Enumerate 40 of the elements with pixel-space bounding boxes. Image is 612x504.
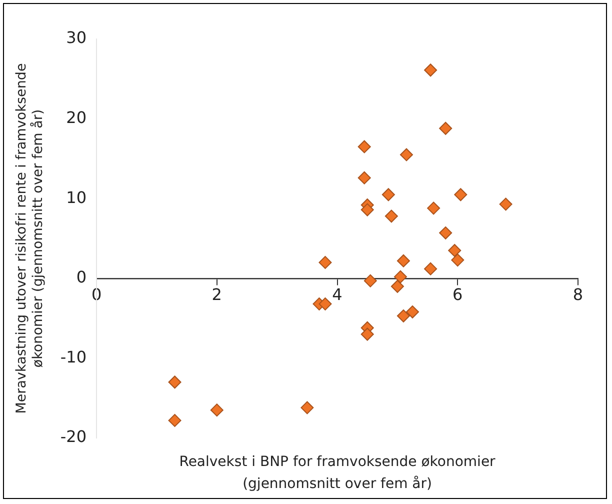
point (358, 171, 371, 184)
x-tick-label: 8 (572, 285, 584, 304)
point (168, 414, 182, 427)
y-tick-label: 0 (76, 268, 87, 287)
point (168, 376, 182, 389)
point (394, 270, 407, 284)
x-axis-title: Realvekst i BNP for framvoksende økonomier (gjennomsnitt over fem år) (179, 454, 496, 492)
point (210, 404, 224, 417)
point (439, 122, 452, 135)
point (382, 188, 395, 202)
x-tick-label: 2 (212, 285, 222, 304)
point (396, 309, 410, 322)
point (358, 140, 371, 154)
y-tick-label: -10 (60, 347, 87, 366)
point (360, 203, 374, 216)
point (424, 262, 438, 276)
point (360, 328, 374, 341)
point (364, 274, 377, 288)
point (318, 256, 332, 269)
y-tick-label: -20 (60, 427, 87, 446)
y-tick-label: 20 (66, 108, 87, 127)
point (396, 254, 410, 268)
point (454, 188, 468, 202)
y-axis-title: Meravkastning utover risikofri rente i framvoksende økonomier (gjennomsnitt over fem år) (14, 63, 46, 414)
point (318, 297, 332, 310)
point (400, 148, 413, 162)
point (439, 226, 452, 240)
point (384, 210, 398, 223)
point (424, 64, 438, 77)
point (390, 280, 404, 293)
point (300, 401, 314, 414)
point (499, 198, 512, 211)
y-tick-label: 30 (66, 28, 87, 48)
x-tick-label: 4 (332, 285, 342, 304)
point (451, 254, 464, 267)
point (427, 202, 440, 215)
point (448, 244, 462, 257)
x-tick-label: 6 (452, 285, 463, 304)
point (406, 305, 419, 318)
y-tick-label: 10 (66, 188, 87, 207)
